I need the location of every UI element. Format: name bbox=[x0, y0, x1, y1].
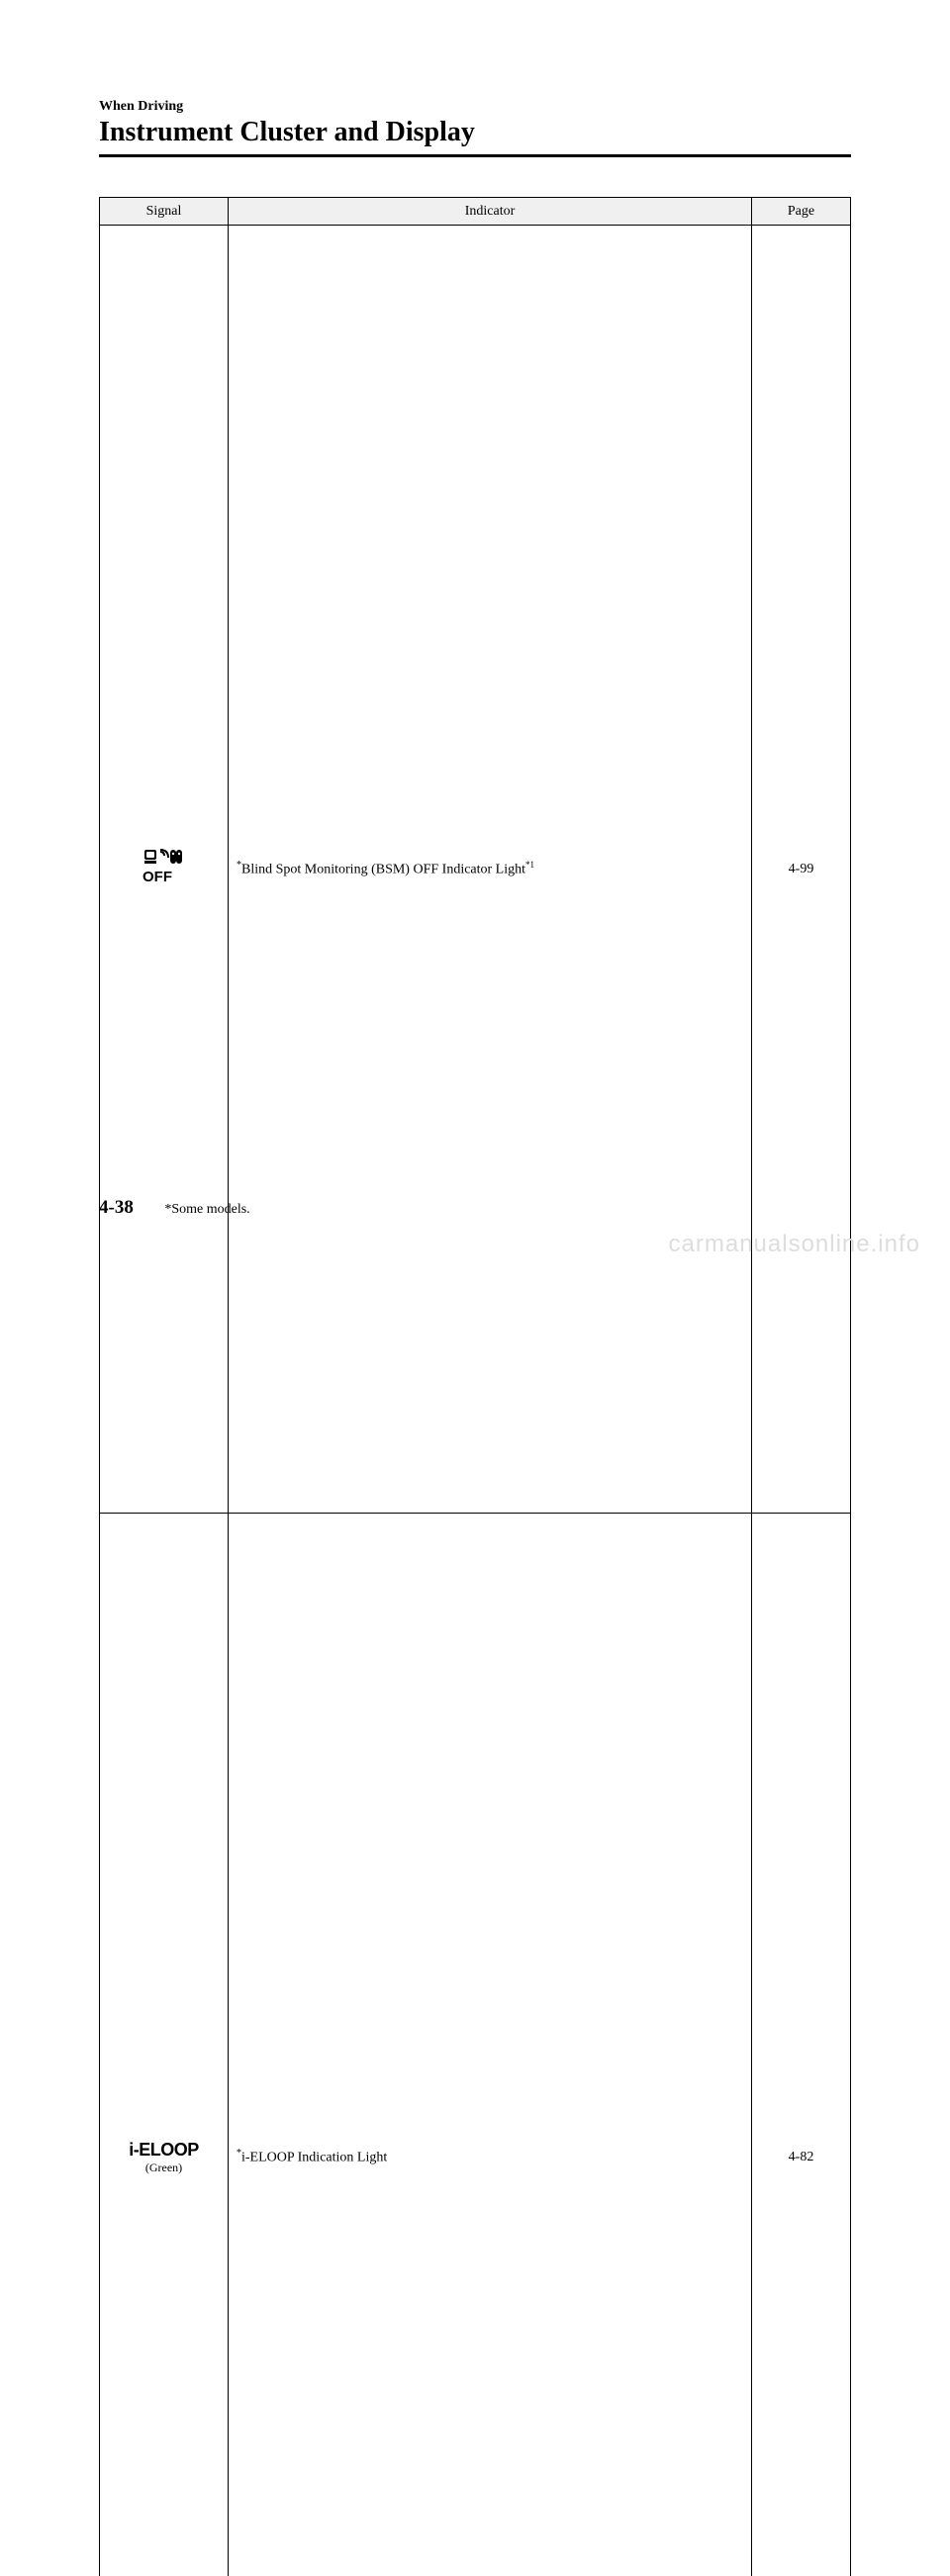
svg-text:OFF: OFF bbox=[142, 869, 172, 885]
page: When Driving Instrument Cluster and Disp… bbox=[0, 0, 950, 1288]
indicator-text: Blind Spot Monitoring (BSM) OFF Indicato… bbox=[241, 863, 525, 877]
header-rule bbox=[99, 154, 851, 157]
signal-cell: OFF bbox=[100, 226, 229, 1514]
table-row: i-ELOOP (Green) *i-ELOOP Indication Ligh… bbox=[100, 1514, 851, 2576]
table-header-row: Signal Indicator Page bbox=[100, 198, 851, 226]
bsm-off-icon: OFF bbox=[141, 848, 188, 889]
watermark: carmanualsonline.info bbox=[669, 1231, 920, 1258]
i-eloop-icon: i-ELOOP bbox=[108, 2140, 220, 2161]
col-page: Page bbox=[752, 198, 851, 226]
signal-color: (Green) bbox=[108, 2161, 220, 2175]
col-signal: Signal bbox=[100, 198, 229, 226]
indicator-cell: *i-ELOOP Indication Light bbox=[229, 1514, 752, 2576]
indicator-cell: *Blind Spot Monitoring (BSM) OFF Indicat… bbox=[229, 226, 752, 1514]
page-cell: 4-82 bbox=[752, 1514, 851, 2576]
footnote-ref: *1 bbox=[525, 860, 534, 870]
indicator-table: Signal Indicator Page bbox=[99, 197, 851, 2576]
footer-note: *Some models. bbox=[164, 1202, 249, 1217]
section-header-small: When Driving bbox=[99, 99, 851, 115]
signal-cell: i-ELOOP (Green) bbox=[100, 1514, 229, 2576]
table-row: OFF *Blind Spot Monitoring (BSM) OFF Ind… bbox=[100, 226, 851, 1514]
page-cell: 4-99 bbox=[752, 226, 851, 1514]
indicator-text: i-ELOOP Indication Light bbox=[241, 2151, 387, 2165]
page-number: 4-38 bbox=[99, 1197, 134, 1218]
page-footer: 4-38 *Some models. bbox=[99, 1197, 851, 1219]
section-header-large: Instrument Cluster and Display bbox=[99, 117, 851, 148]
col-indicator: Indicator bbox=[229, 198, 752, 226]
